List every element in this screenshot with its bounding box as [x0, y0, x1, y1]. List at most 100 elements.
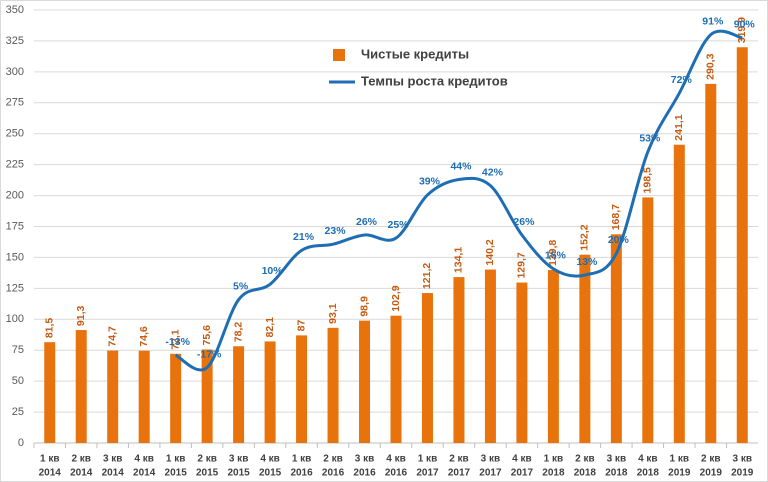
x-tick-label: 2019 — [700, 468, 723, 479]
x-tick-label: 2018 — [637, 468, 660, 479]
bar-value-label: 74,6 — [138, 326, 150, 347]
x-tick-label: 4 кв — [638, 454, 658, 465]
y-tick-label: 325 — [6, 35, 24, 47]
y-tick-label: 100 — [6, 313, 24, 325]
bar — [579, 254, 591, 443]
bar-value-label: 82,1 — [264, 317, 276, 338]
line-value-label: 25% — [387, 219, 409, 231]
line — [174, 29, 743, 372]
legend-label: Темпы роста кредитов — [361, 73, 508, 88]
x-tick-label: 4 кв — [134, 454, 154, 465]
bar-value-label: 78,2 — [232, 322, 244, 343]
line-value-label: -13% — [165, 336, 190, 348]
line-value-label: 15% — [545, 250, 567, 262]
bar — [359, 320, 371, 443]
bar — [516, 282, 528, 443]
legend-swatch — [333, 49, 345, 61]
bar-value-label: 91,3 — [75, 305, 87, 326]
x-tick-label: 2014 — [133, 468, 156, 479]
y-tick-label: 275 — [6, 97, 24, 109]
bar-value-label: 102,9 — [390, 285, 402, 311]
x-tick-label: 4 кв — [386, 454, 406, 465]
line-value-label: 23% — [325, 225, 347, 237]
x-tick-label: 2017 — [416, 468, 439, 479]
y-tick-label: 225 — [6, 159, 24, 171]
bar-value-label: 129,7 — [516, 252, 528, 278]
bar — [705, 83, 717, 444]
x-tick-label: 1 кв — [418, 454, 438, 465]
bar — [201, 349, 213, 443]
line-value-label: 39% — [419, 176, 441, 188]
bar-value-label: 241,1 — [673, 114, 685, 140]
line-value-label: 26% — [356, 216, 378, 228]
x-tick-label: 2017 — [479, 468, 502, 479]
x-tick-label: 2017 — [511, 468, 534, 479]
bar — [610, 234, 622, 443]
x-tick-label: 1 кв — [292, 454, 312, 465]
bar-value-label: 98,9 — [358, 296, 370, 317]
x-tick-label: 2016 — [353, 468, 376, 479]
bar — [296, 335, 308, 443]
x-tick-label: 2015 — [259, 468, 282, 479]
y-tick-label: 300 — [6, 66, 24, 78]
x-tick-label: 3 кв — [607, 454, 627, 465]
bar — [390, 315, 402, 443]
line-value-label: 5% — [233, 280, 249, 292]
bar-value-label: 75,6 — [201, 325, 213, 346]
x-tick-label: 2 кв — [323, 454, 343, 465]
x-tick-label: 1 кв — [544, 454, 564, 465]
x-tick-label: 3 кв — [103, 454, 123, 465]
bar — [138, 350, 150, 443]
y-tick-label: 350 — [6, 4, 24, 16]
bar — [170, 353, 182, 443]
x-tick-label: 2018 — [574, 468, 597, 479]
x-tick-label: 2016 — [322, 468, 345, 479]
bar-value-label: 87 — [295, 320, 307, 332]
bar-value-label: 93,1 — [327, 303, 339, 324]
line-value-label: 91% — [702, 15, 724, 27]
y-tick-label: 25 — [12, 406, 24, 418]
x-tick-label: 2 кв — [575, 454, 595, 465]
y-tick-label: 200 — [6, 189, 24, 201]
bar-value-label: 139,8 — [547, 240, 559, 266]
bar — [421, 293, 433, 443]
legend-label: Чистые кредиты — [361, 46, 469, 61]
bar — [327, 327, 339, 443]
x-tick-label: 2018 — [542, 468, 565, 479]
bar-value-label: 121,2 — [421, 263, 433, 289]
bar-value-label: 72,1 — [169, 329, 181, 350]
x-tick-label: 2017 — [448, 468, 471, 479]
bar — [233, 346, 245, 443]
x-tick-label: 2014 — [39, 468, 62, 479]
x-tick-label: 2019 — [731, 468, 754, 479]
x-tick-label: 2019 — [668, 468, 691, 479]
line-value-label: 53% — [639, 133, 661, 145]
bar-value-label: 152,2 — [579, 224, 591, 250]
line-value-label: 26% — [513, 216, 535, 228]
x-tick-label: 1 кв — [166, 454, 186, 465]
line-value-label: 42% — [482, 166, 504, 178]
line-value-label: -17% — [197, 348, 222, 360]
bar-value-label: 198,5 — [642, 167, 654, 193]
x-tick-label: 3 кв — [355, 454, 375, 465]
x-tick-label: 2015 — [227, 468, 250, 479]
bar-value-label: 134,1 — [453, 247, 465, 273]
x-tick-label: 2 кв — [197, 454, 217, 465]
x-tick-label: 2016 — [290, 468, 313, 479]
y-tick-label: 250 — [6, 128, 24, 140]
line-value-label: 90% — [734, 19, 756, 31]
bar — [547, 270, 559, 443]
x-tick-label: 2 кв — [449, 454, 469, 465]
y-tick-label: 150 — [6, 251, 24, 263]
y-tick-label: 50 — [12, 375, 24, 387]
bar — [44, 342, 56, 443]
line-value-label: 72% — [671, 74, 693, 86]
bar — [453, 277, 465, 443]
x-tick-label: 4 кв — [260, 454, 280, 465]
x-tick-label: 2 кв — [701, 454, 721, 465]
bar — [75, 330, 87, 443]
y-tick-label: 0 — [18, 437, 24, 449]
x-tick-label: 2014 — [102, 468, 125, 479]
x-tick-label: 3 кв — [229, 454, 249, 465]
